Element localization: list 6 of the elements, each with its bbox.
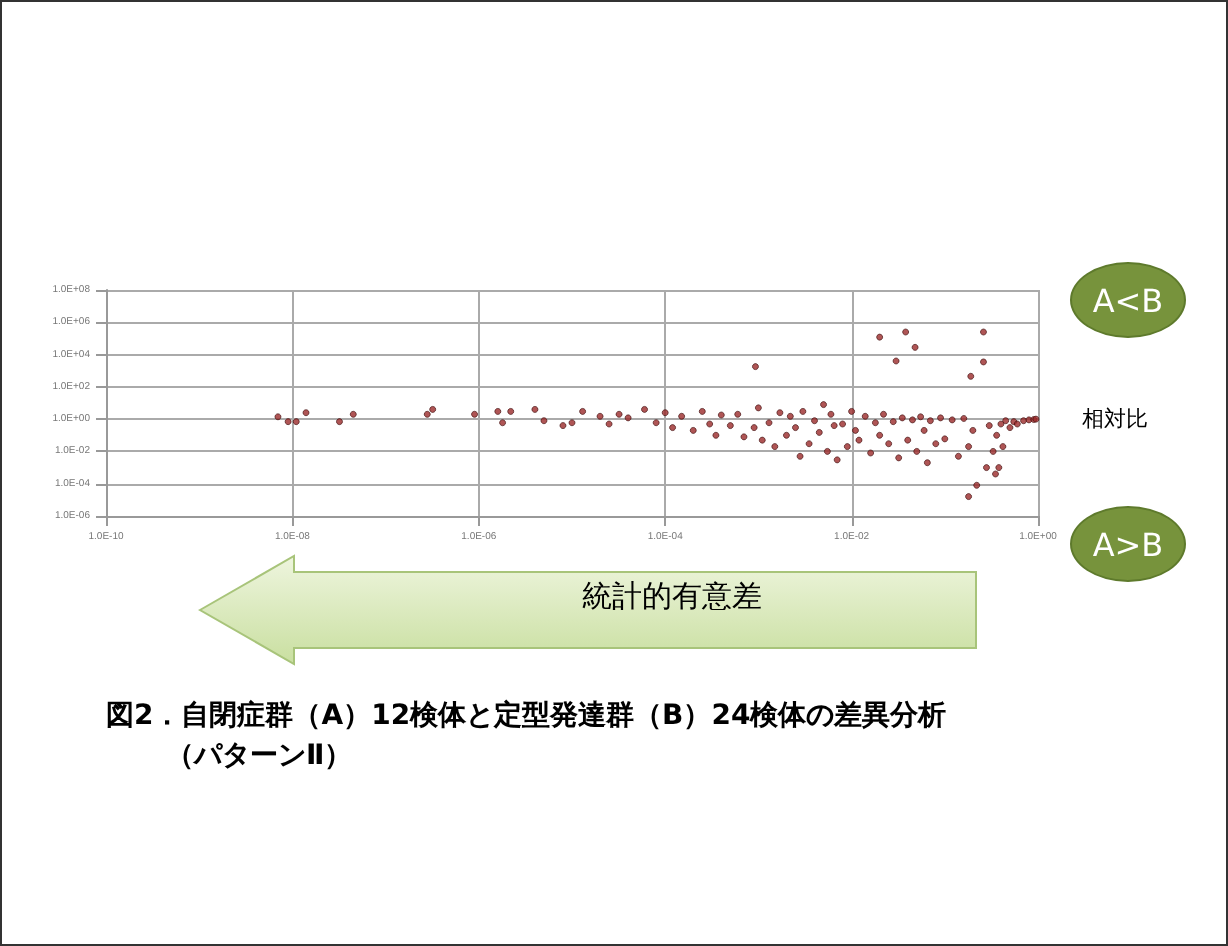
text: 相対比: [1082, 404, 1148, 434]
text: （パターンⅡ）: [166, 738, 353, 776]
text: 図2．自閉症群（A）12検体と定型発達群（B）24検体の差異分析: [106, 697, 947, 736]
oval-shape: A>B: [1070, 506, 1186, 582]
oval-shape: A<B: [1070, 262, 1186, 338]
text: 統計的有意差: [580, 578, 764, 616]
